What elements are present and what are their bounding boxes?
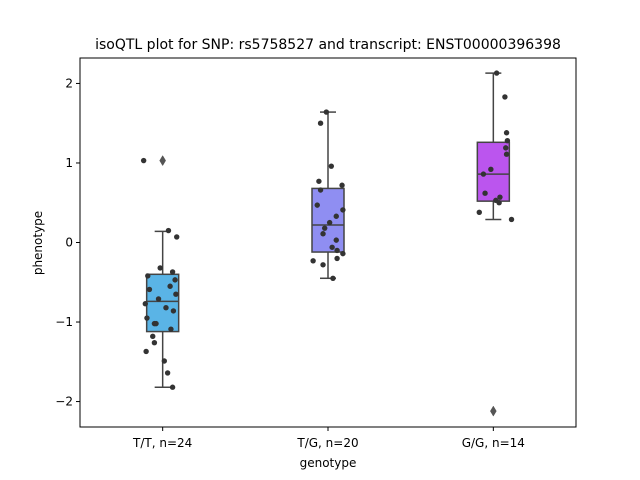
data-point [488,166,494,173]
data-point [504,138,511,144]
y-tick-label: 0 [65,236,73,250]
y-tick-label: 1 [65,156,73,170]
data-point [143,348,149,355]
data-point [340,250,346,257]
data-point [167,283,173,289]
x-tick-label: G/G, n=14 [462,436,525,450]
box-3 [476,72,511,417]
data-point [503,130,510,136]
outlier-marker [490,405,497,417]
strip-points [140,70,515,390]
data-point [170,308,177,314]
data-point [333,213,339,219]
data-point [502,94,508,100]
data-point [326,219,333,226]
data-point [508,216,515,223]
data-point [145,273,151,279]
data-point [161,358,168,364]
data-point [497,194,503,200]
data-point [155,296,162,302]
box-body [311,187,345,253]
data-point [144,315,150,321]
x-tick-label: T/G, n=20 [296,436,358,450]
data-point [142,301,149,307]
data-point [503,145,509,151]
data-point [330,275,336,281]
data-point [169,384,176,390]
outlier-marker [159,155,166,167]
data-point [328,163,335,169]
data-point [314,202,320,208]
y-tick-label: −2 [55,395,73,409]
data-point [151,340,158,346]
data-point [329,244,335,250]
box-1 [145,155,180,388]
data-point [169,269,176,275]
data-point [334,247,340,254]
data-point [168,326,174,332]
data-point [173,291,179,297]
data-point [339,182,345,188]
data-point [317,187,324,193]
data-point [172,277,178,283]
data-point [320,231,326,237]
boxes [145,72,511,417]
y-tick-label: 2 [65,76,73,90]
data-point [482,190,488,196]
x-tick-label: T/T, n=24 [132,436,192,450]
data-point [323,109,330,115]
data-point [340,207,346,213]
data-point [146,286,153,293]
data-point [333,237,339,243]
data-point [150,333,156,340]
data-point [164,370,171,376]
data-point [153,320,159,327]
data-point [316,178,322,184]
data-point [321,225,328,231]
data-point [157,265,163,271]
data-point [480,171,487,177]
y-axis-label: phenotype [31,211,45,275]
data-point [140,157,147,164]
y-tick-label: −1 [55,315,73,329]
data-point [503,151,510,157]
data-point [334,255,340,262]
x-axis-label: genotype [300,456,357,470]
data-point [174,234,180,240]
chart-title: isoQTL plot for SNP: rs5758527 and trans… [95,37,561,53]
axis-ticks: 2 1 0 −1 −2 T/T, n=24 T/G, n=20 G/G, n=14 [55,76,525,450]
data-point [320,262,326,268]
data-point [496,200,502,206]
box-2 [311,111,345,280]
data-point [310,258,316,264]
data-point [165,227,172,234]
data-point [317,120,324,126]
data-point [163,305,169,311]
data-point [476,209,482,215]
data-point [493,70,500,76]
box-body [145,273,180,333]
box-body [476,141,511,202]
